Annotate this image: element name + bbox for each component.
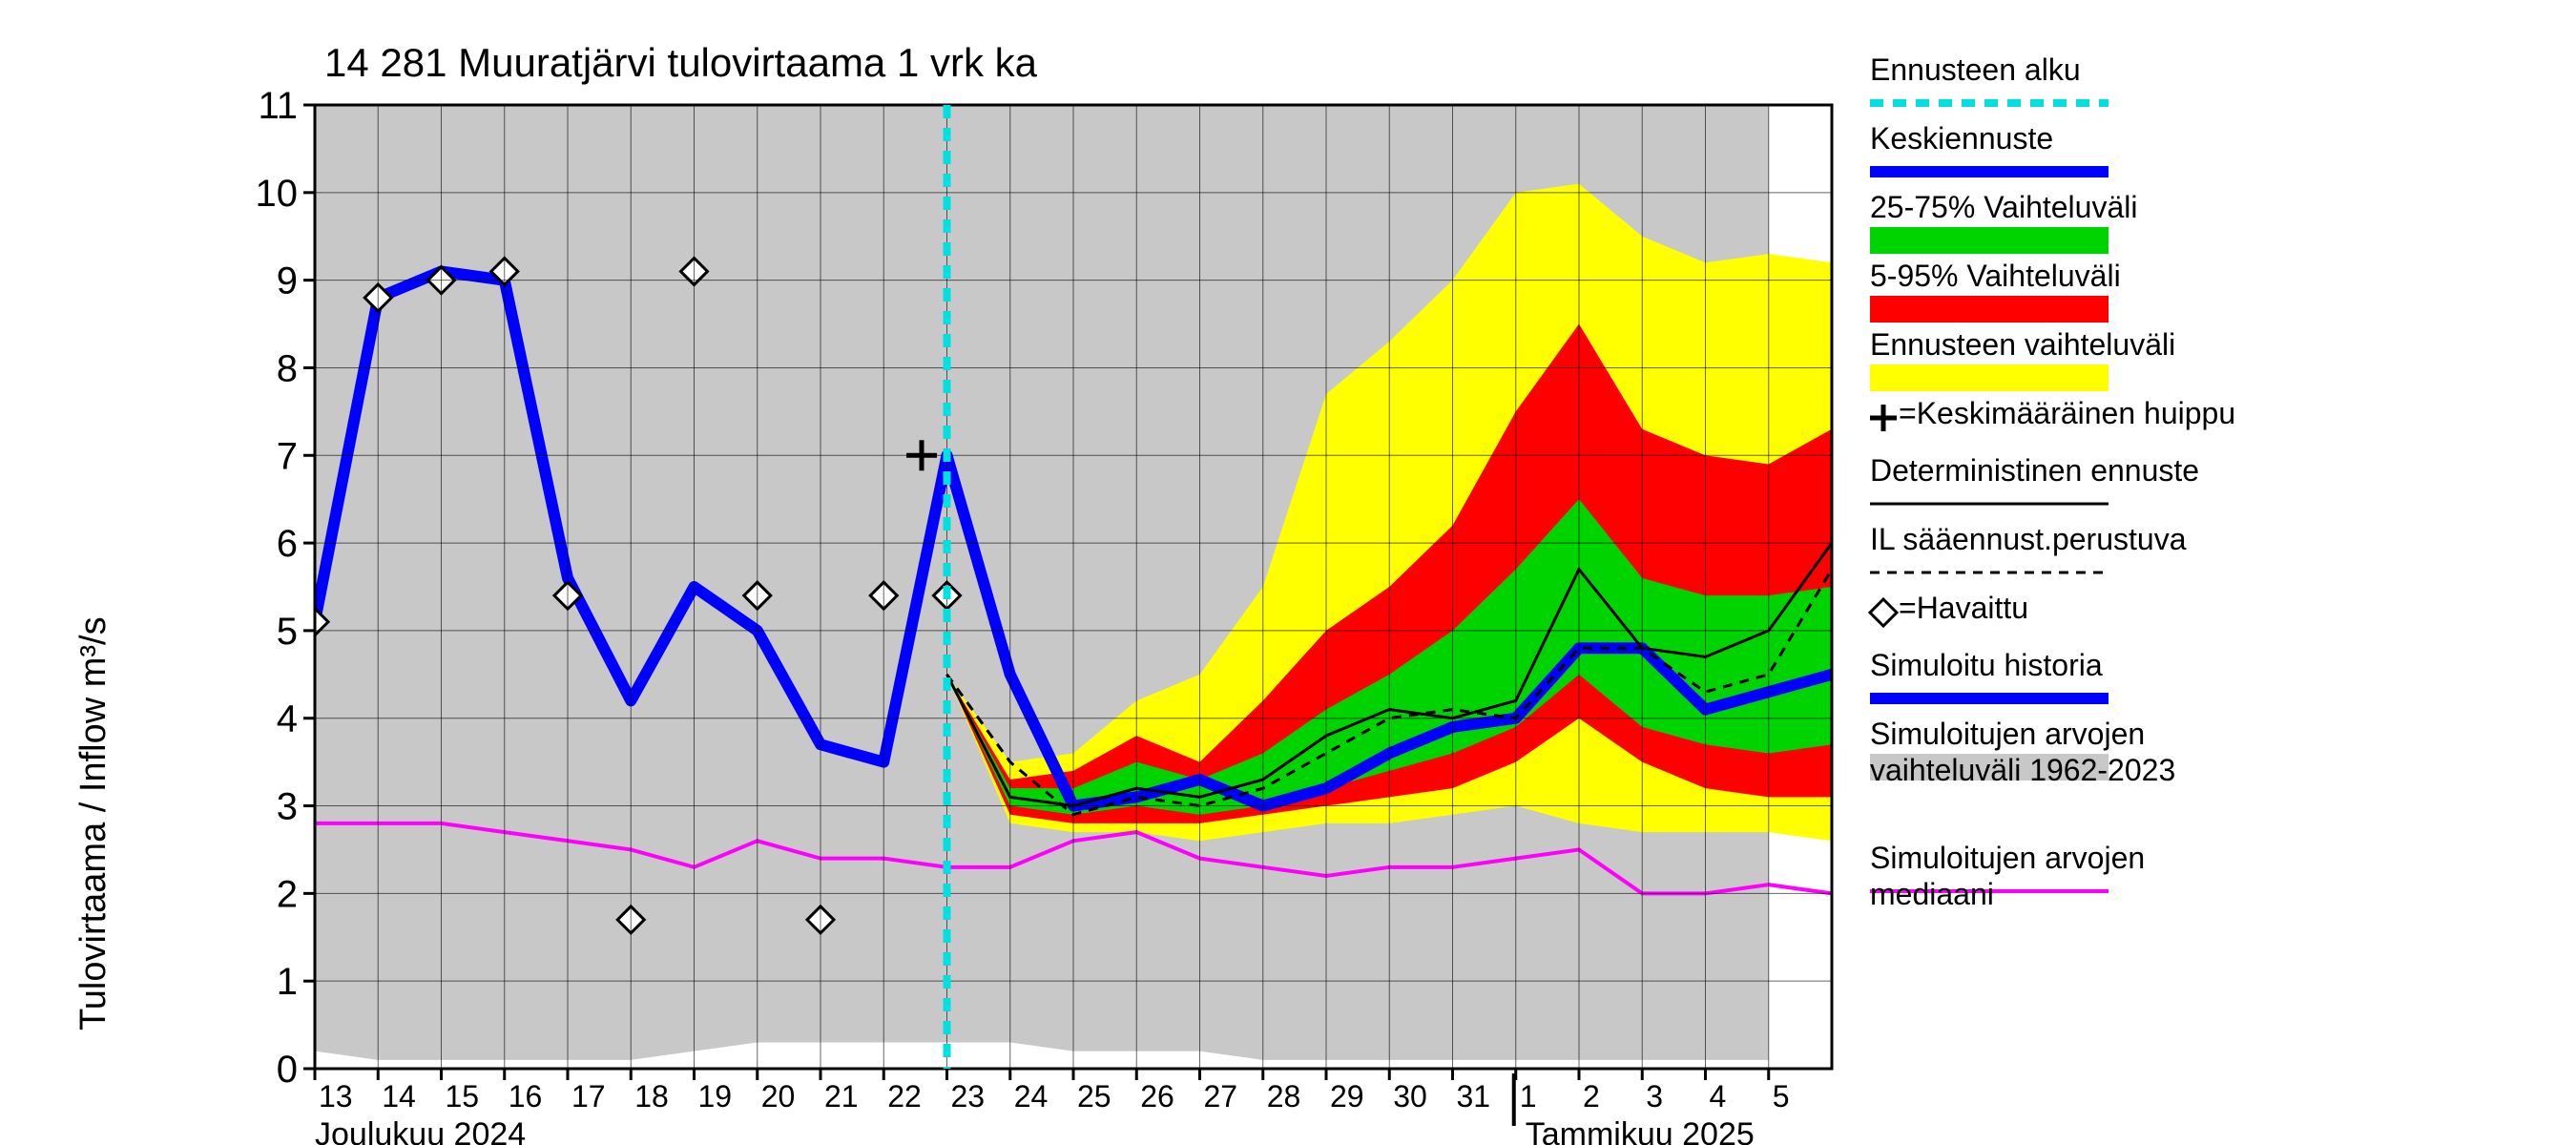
x-tick-label: 31 — [1457, 1079, 1491, 1114]
y-axis-label: Tulovirtaama / Inflow m³/s — [73, 616, 114, 1030]
chart-svg: 0123456789101113141516171819202122232425… — [0, 0, 2576, 1145]
y-tick-label: 4 — [277, 698, 298, 740]
legend-label: vaihteluväli 1962-2023 — [1870, 753, 2175, 787]
month-right-fi: Tammikuu 2025 — [1526, 1116, 1755, 1145]
legend-label: =Keskimääräinen huippu — [1899, 396, 2235, 430]
legend-label: 25-75% Vaihteluväli — [1870, 190, 2137, 224]
x-tick-label: 26 — [1140, 1079, 1174, 1114]
y-tick-label: 5 — [277, 611, 298, 653]
y-tick-label: 8 — [277, 347, 298, 389]
legend-label: IL sääennust.perustuva — [1870, 522, 2187, 556]
x-tick-label: 29 — [1330, 1079, 1364, 1114]
x-tick-label: 30 — [1393, 1079, 1427, 1114]
legend-label: mediaani — [1870, 877, 1994, 911]
y-tick-label: 3 — [277, 786, 298, 828]
y-tick-label: 1 — [277, 961, 298, 1003]
x-tick-label: 17 — [571, 1079, 606, 1114]
x-tick-label: 28 — [1267, 1079, 1301, 1114]
y-tick-label: 9 — [277, 260, 298, 302]
y-tick-label: 6 — [277, 523, 298, 565]
legend-label: Keskiennuste — [1870, 121, 2053, 156]
x-tick-label: 14 — [382, 1079, 416, 1114]
x-tick-label: 18 — [634, 1079, 669, 1114]
x-tick-label: 1 — [1520, 1079, 1537, 1114]
legend-label: Simuloitu historia — [1870, 648, 2103, 682]
y-tick-label: 7 — [277, 435, 298, 477]
chart-title: 14 281 Muuratjärvi tulovirtaama 1 vrk ka — [324, 40, 1038, 85]
x-tick-label: 5 — [1773, 1079, 1790, 1114]
x-tick-label: 4 — [1710, 1079, 1727, 1114]
legend-label: Simuloitujen arvojen — [1870, 841, 2145, 875]
y-tick-label: 11 — [258, 85, 298, 127]
x-tick-label: 16 — [509, 1079, 543, 1114]
legend-label: Ennusteen alku — [1870, 52, 2081, 87]
x-tick-label: 22 — [887, 1079, 922, 1114]
y-tick-label: 10 — [256, 173, 299, 215]
x-tick-label: 27 — [1204, 1079, 1238, 1114]
month-left-fi: Joulukuu 2024 — [315, 1116, 526, 1145]
legend-diamond-icon — [1870, 599, 1897, 626]
legend-label: Simuloitujen arvojen — [1870, 717, 2145, 751]
x-tick-label: 2 — [1583, 1079, 1600, 1114]
legend-label: Ennusteen vaihteluväli — [1870, 327, 2175, 362]
x-tick-label: 25 — [1077, 1079, 1111, 1114]
y-tick-label: 0 — [277, 1049, 298, 1091]
x-tick-label: 20 — [761, 1079, 796, 1114]
x-tick-label: 19 — [698, 1079, 733, 1114]
y-tick-label: 2 — [277, 873, 298, 915]
x-tick-label: 3 — [1646, 1079, 1663, 1114]
legend-label: 5-95% Vaihteluväli — [1870, 259, 2121, 293]
legend-swatch — [1870, 296, 2109, 323]
legend-swatch — [1870, 364, 2109, 391]
x-tick-label: 24 — [1014, 1079, 1049, 1114]
legend-label: Deterministinen ennuste — [1870, 453, 2199, 488]
x-tick-label: 13 — [319, 1079, 353, 1114]
x-tick-label: 15 — [446, 1079, 480, 1114]
x-tick-label: 23 — [951, 1079, 986, 1114]
inflow-forecast-chart: 0123456789101113141516171819202122232425… — [0, 0, 2576, 1145]
x-tick-label: 21 — [824, 1079, 859, 1114]
legend-label: =Havaittu — [1899, 591, 2028, 625]
legend-swatch — [1870, 227, 2109, 254]
